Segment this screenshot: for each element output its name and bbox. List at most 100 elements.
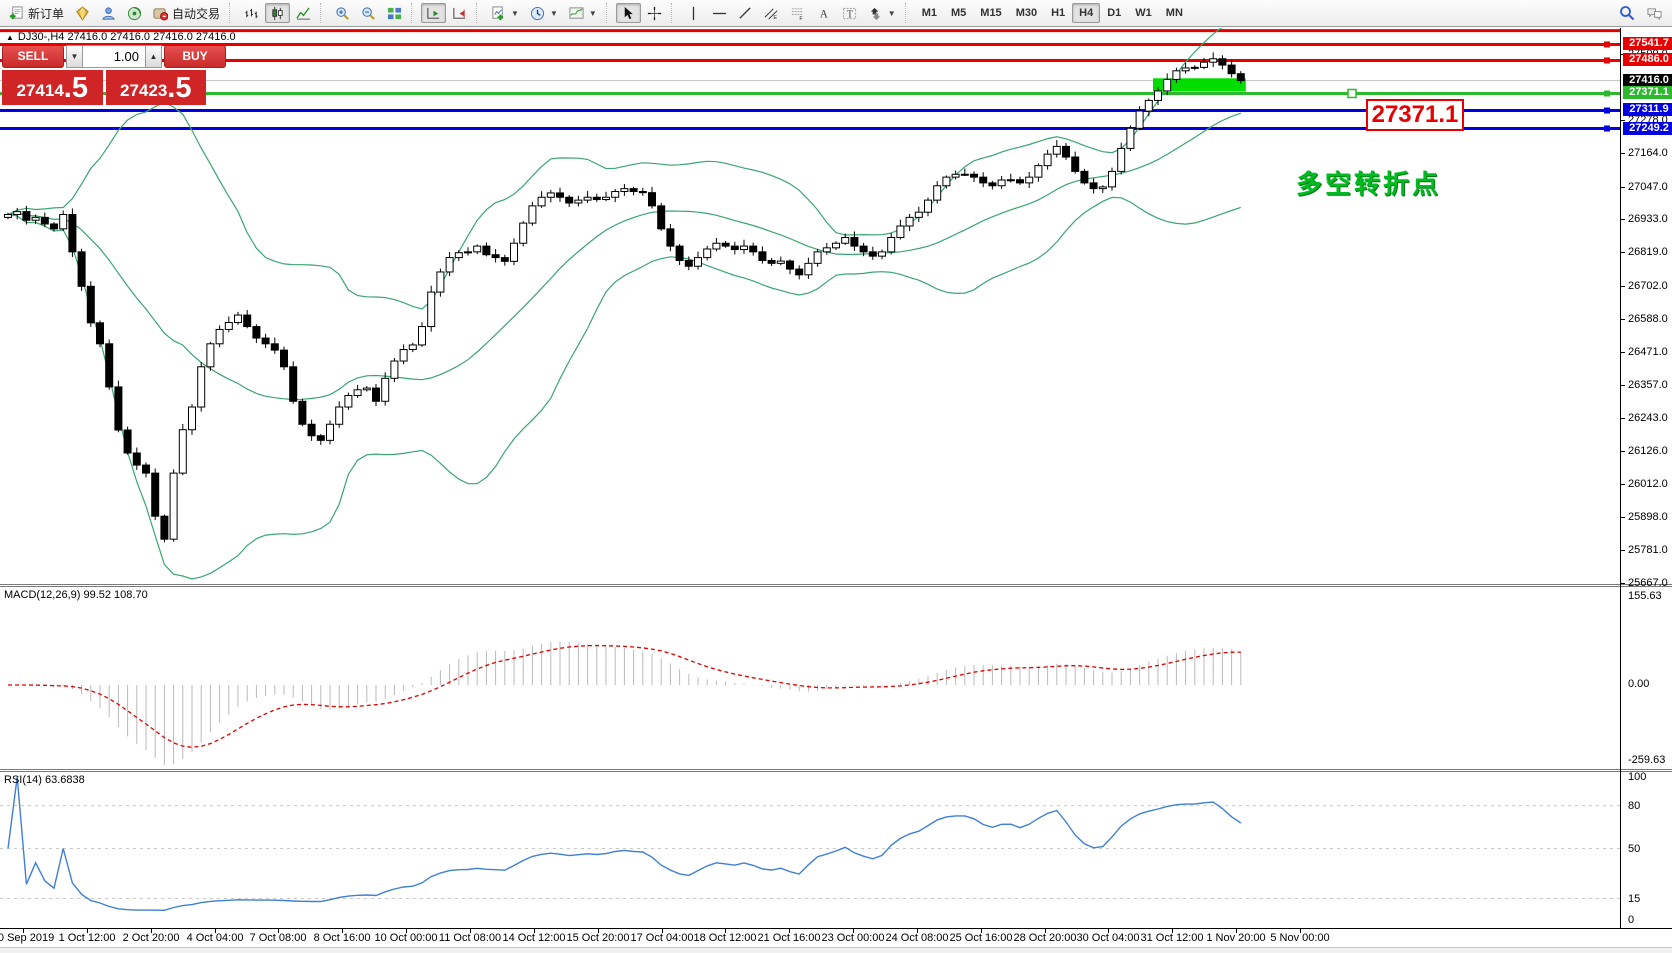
- cursor-button[interactable]: [615, 3, 641, 23]
- candle-body: [1052, 145, 1061, 155]
- templates-button[interactable]: ▼: [564, 3, 602, 23]
- volume-decrease-button[interactable]: ▼: [66, 45, 83, 68]
- timeframe-button-D1[interactable]: D1: [1107, 7, 1122, 19]
- new-order-button[interactable]: 新订单: [4, 3, 69, 23]
- rsi-axis-label: 80: [1628, 800, 1641, 812]
- pane-separator[interactable]: [0, 769, 1672, 772]
- text-button[interactable]: A: [811, 3, 836, 23]
- equidistant-channel-button[interactable]: E: [759, 3, 784, 23]
- horizontal-line-button[interactable]: [707, 3, 732, 23]
- time-label: 5 Nov 00:00: [1270, 932, 1330, 944]
- axis-tick-label: 26702.0: [1628, 280, 1668, 292]
- candle-body: [96, 322, 104, 345]
- candle-body: [887, 236, 896, 253]
- candle-body: [326, 423, 334, 441]
- zoom-in-button[interactable]: [330, 3, 355, 23]
- rsi-pane[interactable]: [0, 771, 1620, 928]
- chart-annotation[interactable]: 多空转折点: [1296, 169, 1442, 199]
- candle-body: [224, 322, 233, 330]
- marketwatch-button[interactable]: [70, 3, 95, 23]
- sell-button[interactable]: SELL: [2, 45, 64, 68]
- pane-separator[interactable]: [0, 584, 1672, 587]
- candlestick-chart-icon: [270, 6, 285, 21]
- search-button[interactable]: [1614, 3, 1640, 23]
- svg-text:F: F: [799, 16, 803, 21]
- price-label-box[interactable]: 27371.1: [1366, 99, 1464, 131]
- timeframe-button-MN[interactable]: MN: [1165, 7, 1183, 19]
- indicators-add-icon: [491, 5, 506, 21]
- price-chart-pane[interactable]: [0, 28, 1620, 584]
- indicators-button[interactable]: ▼: [486, 3, 524, 23]
- buy-button[interactable]: BUY: [164, 45, 226, 68]
- candle-body: [390, 360, 399, 379]
- bar-chart-icon: [244, 6, 259, 21]
- sell-price[interactable]: 27414.5: [2, 70, 103, 105]
- timeframe-button-M5[interactable]: M5: [951, 7, 967, 19]
- buy-price-main: 27423: [120, 81, 168, 100]
- chat-button[interactable]: [1641, 3, 1668, 23]
- community-button[interactable]: [96, 3, 121, 23]
- auto-scroll-icon: [426, 6, 441, 21]
- axis-tick: [1620, 252, 1625, 253]
- buy-price-frac: .5: [167, 72, 192, 104]
- candle-body: [868, 251, 877, 257]
- line-endpoint-handle: [1347, 88, 1357, 99]
- candle-body: [675, 245, 684, 261]
- chart-shift-button[interactable]: [447, 3, 472, 23]
- candle-body: [50, 223, 58, 230]
- candle-body: [1089, 182, 1098, 190]
- candle-body: [528, 205, 537, 224]
- arrows-button[interactable]: ▼: [863, 3, 901, 23]
- candle-body: [1181, 67, 1190, 72]
- candle-body: [197, 366, 206, 408]
- signals-button[interactable]: [122, 3, 147, 23]
- candle-body: [105, 343, 114, 388]
- axis-tick: [1620, 286, 1625, 287]
- volume-input[interactable]: [83, 45, 145, 68]
- timeframe-button-M15[interactable]: M15: [980, 7, 1002, 19]
- time-tick: [470, 929, 471, 933]
- line-chart-button[interactable]: [291, 3, 316, 23]
- zoom-out-button[interactable]: [356, 3, 381, 23]
- buy-price[interactable]: 27423.5: [105, 70, 206, 105]
- candle-body: [142, 464, 150, 474]
- candlestick-chart-button[interactable]: [265, 3, 291, 23]
- time-label: 24 Oct 08:00: [885, 932, 949, 944]
- axis-tick-label: 26126.0: [1628, 445, 1668, 457]
- tile-windows-button[interactable]: [382, 3, 407, 23]
- axis-tick: [1620, 550, 1625, 551]
- timeframe-button-M30[interactable]: M30: [1015, 7, 1038, 19]
- candle-body: [473, 245, 482, 253]
- autotrading-button[interactable]: 自动交易: [148, 3, 225, 23]
- periods-button[interactable]: ▼: [525, 3, 563, 23]
- timeframe-button-W1[interactable]: W1: [1135, 7, 1152, 19]
- auto-scroll-button[interactable]: [421, 3, 447, 23]
- timeframe-button-H1[interactable]: H1: [1051, 7, 1066, 19]
- axis-tick-label: 27047.0: [1628, 181, 1668, 193]
- trendline-button[interactable]: [733, 3, 758, 23]
- axis-tick: [1620, 120, 1625, 121]
- fibonacci-button[interactable]: F: [785, 3, 810, 23]
- candle-body: [1043, 153, 1052, 167]
- candle-body: [280, 349, 288, 368]
- axis-tick: [1620, 54, 1625, 55]
- bar-chart-button[interactable]: [239, 3, 264, 23]
- volume-increase-button[interactable]: ▲: [145, 45, 162, 68]
- candle-body: [1108, 170, 1116, 188]
- vertical-line-button[interactable]: [681, 3, 706, 23]
- one-click-trading-panel: SELL ▼ ▲ BUY 27414.5 27423.5: [2, 45, 226, 105]
- candle-body: [1025, 176, 1034, 184]
- text-label-button[interactable]: T: [837, 3, 862, 23]
- timeframe-button-M1[interactable]: M1: [921, 7, 937, 19]
- candle-body: [795, 268, 804, 276]
- time-tick: [215, 929, 216, 933]
- macd-pane[interactable]: [0, 586, 1620, 768]
- candle-body: [1200, 61, 1208, 68]
- candle-body: [1154, 90, 1162, 101]
- toolbar: 新订单 自动交易 ▼ ▼ ▼ E F A T ▼: [0, 0, 1672, 27]
- axis-tick-label: 26933.0: [1628, 213, 1668, 225]
- candle-body: [703, 248, 712, 259]
- timeframe-button-H4[interactable]: H4: [1072, 3, 1101, 23]
- crosshair-button[interactable]: [642, 3, 667, 23]
